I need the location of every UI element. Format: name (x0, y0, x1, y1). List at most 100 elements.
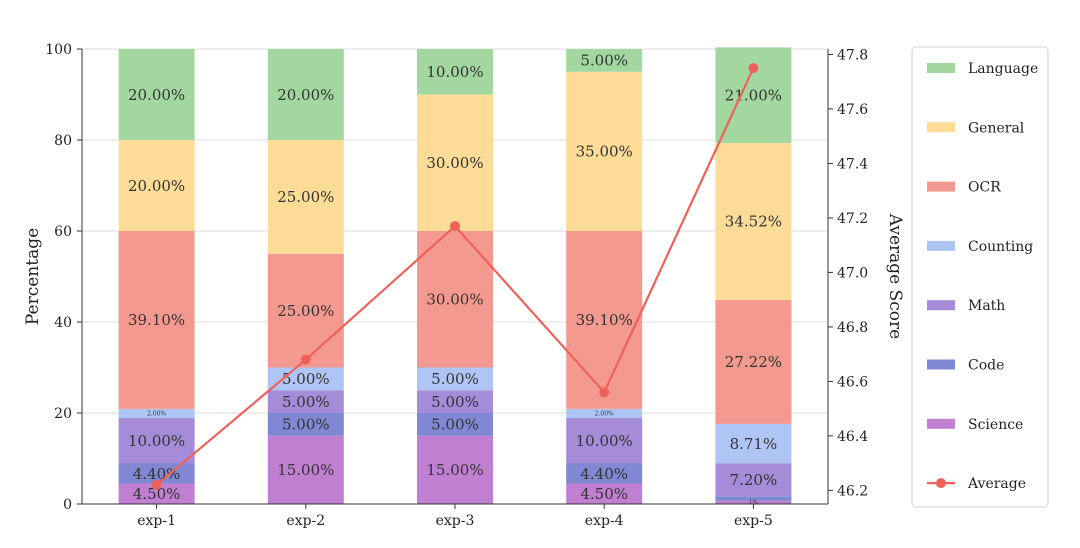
legend-label-math: Math (968, 298, 1005, 314)
data-label: 5.00% (431, 416, 479, 434)
bar-science-exp-3 (417, 435, 493, 504)
data-label: 5.00% (282, 393, 330, 411)
bar-counting-exp-3 (417, 367, 493, 391)
y2-tick-label: 47.2 (837, 211, 868, 227)
x-tick-label: exp-4 (585, 513, 624, 529)
y2-tick-label: 47.4 (837, 156, 868, 172)
data-label: 25.00% (277, 302, 334, 320)
bar-code-exp-5 (715, 496, 792, 501)
legend-swatch-language (927, 63, 955, 73)
data-label: 21.00% (725, 86, 782, 104)
bar-code-exp-3 (417, 413, 493, 436)
axes: 0 20 40 60 80 100 46.2 46.4 46.6 46.8 47.0 47.2 47.4… (45, 42, 868, 529)
bar-general-exp-4 (566, 71, 643, 231)
legend-swatch-math (927, 300, 955, 311)
legend-label-code: Code (968, 358, 1004, 374)
bar-ocr-exp-1 (118, 231, 195, 409)
legend-label-science: Science (968, 417, 1023, 433)
data-label: 7.20% (730, 471, 778, 489)
legend-marker-average (936, 478, 946, 489)
y-tick-label: 100 (45, 42, 72, 58)
y-tick-label: 80 (54, 133, 72, 149)
bar-general-exp-5 (715, 142, 792, 301)
legend-label-language: Language (968, 61, 1038, 77)
x-tick-label: exp-2 (286, 513, 325, 529)
average-point (748, 63, 759, 74)
x-tick-label: exp-5 (734, 513, 773, 529)
legend-swatch-counting (927, 240, 955, 251)
data-label: 5.00% (282, 370, 330, 388)
y2-tick-label: 47.0 (837, 265, 868, 281)
bar-counting-exp-5 (715, 423, 792, 464)
data-label: 4.50% (580, 485, 628, 503)
data-label: 34.52% (725, 213, 782, 231)
bar-language-exp-4 (566, 49, 643, 72)
average-point (450, 221, 460, 232)
data-label: 5.00% (431, 370, 479, 388)
bar-science-exp-2 (267, 435, 344, 504)
legend-swatch-general (927, 122, 955, 133)
y2-tick-label: 47.8 (837, 47, 868, 63)
data-label: 1% (749, 500, 759, 507)
y2-tick-label: 46.6 (837, 374, 868, 390)
y-tick-label: 20 (54, 406, 72, 422)
bar-math-exp-2 (267, 390, 344, 413)
average-point (599, 387, 610, 398)
data-label: 4.40% (133, 465, 181, 483)
bar-ocr-exp-5 (715, 300, 792, 424)
legend-label-general: General (968, 120, 1025, 136)
y-tick-label: 0 (63, 497, 72, 513)
data-label: 35.00% (576, 143, 633, 161)
data-label: 20.00% (128, 177, 185, 195)
data-label: 20.00% (128, 86, 185, 104)
bar-general-exp-3 (417, 94, 493, 231)
data-label: 15.00% (277, 461, 334, 479)
data-label: 8.71% (730, 435, 778, 453)
data-label: 39.10% (576, 311, 633, 329)
average-point (151, 479, 162, 490)
bars (118, 47, 792, 504)
data-label: 2.00% (595, 411, 614, 418)
data-label: 10.00% (128, 432, 185, 450)
y-tick-label: 60 (54, 224, 72, 240)
bar-math-exp-4 (566, 418, 643, 464)
legend-swatch-ocr (927, 181, 955, 192)
bar-ocr-exp-4 (566, 231, 643, 409)
y2-tick-label: 46.2 (837, 483, 868, 499)
legend-swatch-code (927, 359, 955, 370)
legend-label-ocr: OCR (968, 180, 1001, 196)
data-label: 5.00% (431, 393, 479, 411)
bar-counting-exp-2 (267, 367, 344, 391)
legend-frame (911, 46, 1049, 508)
bar-general-exp-2 (267, 140, 344, 254)
data-label: 5.00% (282, 416, 330, 434)
x-tick-label: exp-1 (137, 513, 176, 529)
bar-math-exp-3 (417, 390, 493, 413)
data-label: 20.00% (277, 86, 334, 104)
y2-tick-label: 47.6 (837, 102, 868, 118)
data-label: 39.10% (128, 311, 185, 329)
bar-science-exp-5 (715, 500, 792, 504)
data-label: 5.00% (580, 52, 628, 70)
data-label: 30.00% (426, 154, 483, 172)
data-label: 15.00% (426, 461, 483, 479)
y2-axis-title: Average Score (885, 213, 905, 339)
bar-science-exp-4 (566, 483, 643, 504)
average-line (151, 63, 759, 490)
data-label: 4.50% (133, 485, 181, 503)
bar-ocr-exp-2 (267, 253, 344, 368)
data-label: 25.00% (277, 188, 334, 206)
bar-code-exp-2 (267, 413, 344, 436)
data-label: 10.00% (576, 432, 633, 450)
y2-tick-label: 46.4 (837, 429, 868, 445)
data-label: 4.40% (580, 465, 628, 483)
y-tick-label: 40 (54, 315, 72, 331)
legend-label-counting: Counting (968, 239, 1033, 255)
legend: Language General OCR Counting Math Code Scienc… (911, 46, 1049, 508)
data-label: 10.00% (426, 63, 483, 81)
y-axis-title: Percentage (23, 228, 43, 325)
legend-swatch-science (927, 418, 955, 429)
data-label: 30.00% (426, 291, 483, 309)
data-label: 2.00% (147, 411, 166, 418)
bar-math-exp-5 (715, 463, 792, 497)
